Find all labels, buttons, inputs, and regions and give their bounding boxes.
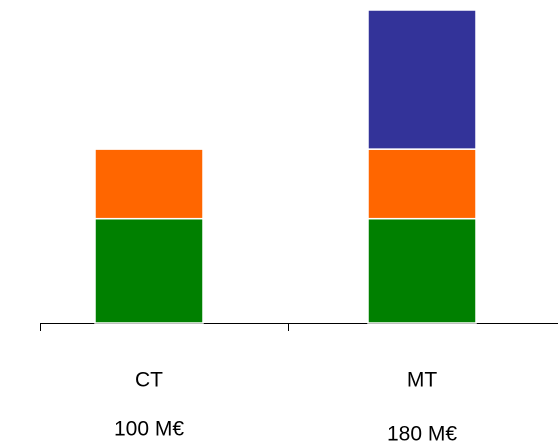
total-label: 100 M€ bbox=[114, 418, 184, 441]
bar-segment bbox=[367, 148, 477, 220]
x-tick-label: CT bbox=[135, 369, 163, 392]
bar-segment bbox=[367, 9, 477, 150]
x-tick-label: MT bbox=[407, 369, 437, 392]
bar-segment bbox=[367, 217, 477, 324]
bar-segment bbox=[94, 148, 204, 220]
bar-segment bbox=[94, 217, 204, 324]
total-label: 180 M€ bbox=[387, 423, 457, 446]
